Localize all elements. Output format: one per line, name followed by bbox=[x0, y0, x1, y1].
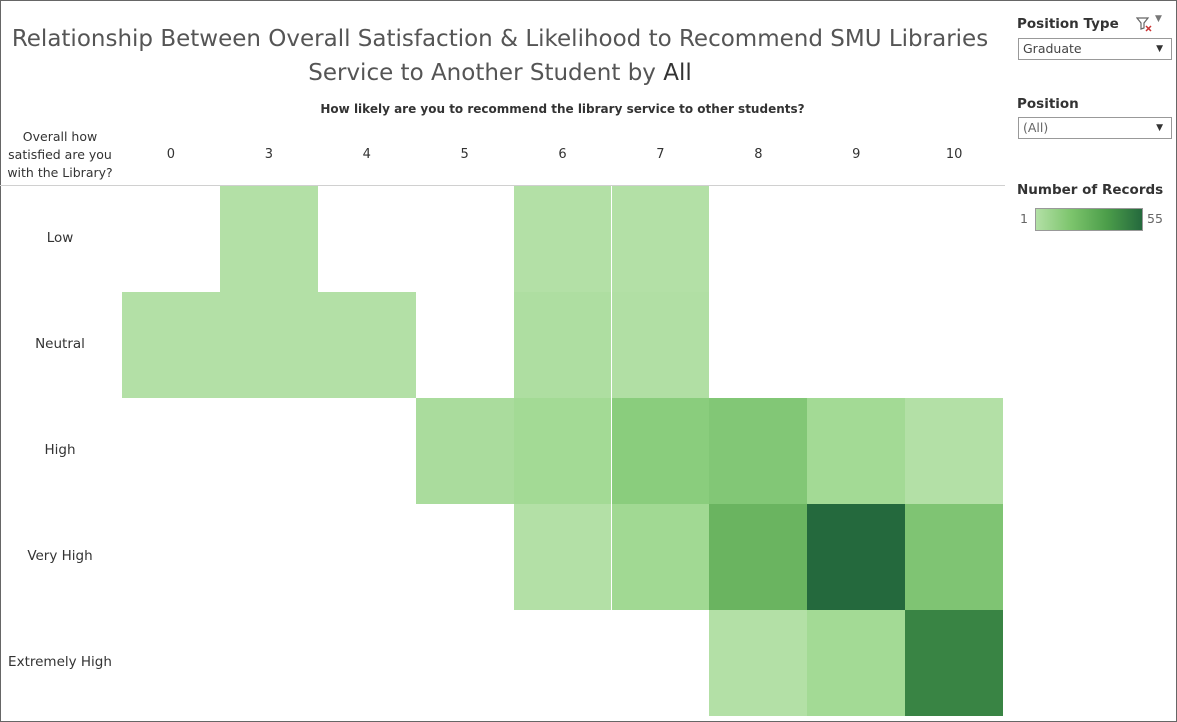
heatmap-cell[interactable] bbox=[611, 504, 710, 610]
column-header: 9 bbox=[852, 147, 861, 162]
chart-title: Relationship Between Overall Satisfactio… bbox=[0, 22, 1000, 90]
chart-title-line2-prefix: Service to Another Student by bbox=[308, 60, 656, 86]
column-header: 10 bbox=[945, 147, 963, 162]
heatmap-chart: Relationship Between Overall Satisfactio… bbox=[0, 22, 1005, 716]
position-type-label: Position Type bbox=[1017, 16, 1119, 32]
column-header: 5 bbox=[460, 147, 469, 162]
x-axis-title: How likely are you to recommend the libr… bbox=[320, 102, 805, 116]
heatmap-cell[interactable] bbox=[905, 504, 1004, 610]
heatmap-cell[interactable] bbox=[709, 610, 808, 716]
position-type-dropdown[interactable]: Graduate ▼ bbox=[1018, 38, 1172, 60]
heatmap-cell[interactable] bbox=[219, 186, 318, 292]
legend-max: 55 bbox=[1147, 211, 1163, 226]
filter-menu-chevron-icon[interactable]: ▼ bbox=[1155, 14, 1162, 24]
heatmap-cell[interactable] bbox=[807, 504, 906, 610]
chart-title-line2: Service to Another Student by All bbox=[0, 56, 1000, 90]
chart-title-line1: Relationship Between Overall Satisfactio… bbox=[11, 26, 989, 52]
heatmap-cell[interactable] bbox=[611, 398, 710, 504]
chart-title-highlight: All bbox=[663, 60, 692, 86]
position-value: (All) bbox=[1023, 120, 1049, 135]
heatmap-cell[interactable] bbox=[611, 186, 710, 292]
column-header: 8 bbox=[754, 147, 763, 162]
heatmap-cell[interactable] bbox=[709, 504, 808, 610]
heatmap-cell[interactable] bbox=[415, 398, 514, 504]
row-header: Extremely High bbox=[8, 654, 112, 670]
heatmap-cell[interactable] bbox=[807, 398, 906, 504]
filter-sidebar: Position Type ▼ Graduate ▼ Position (All… bbox=[1010, 0, 1177, 722]
chevron-down-icon: ▼ bbox=[1156, 123, 1163, 133]
chevron-down-icon: ▼ bbox=[1156, 44, 1163, 54]
heatmap-cell[interactable] bbox=[513, 186, 612, 292]
heatmap-cell[interactable] bbox=[905, 398, 1004, 504]
heatmap-cell[interactable] bbox=[122, 292, 220, 398]
heatmap-cell[interactable] bbox=[513, 398, 612, 504]
heatmap-cell[interactable] bbox=[513, 292, 612, 398]
legend-title: Number of Records bbox=[1017, 182, 1164, 198]
heatmap-cell[interactable] bbox=[317, 292, 416, 398]
heatmap-cell[interactable] bbox=[219, 292, 318, 398]
column-header: 4 bbox=[362, 147, 371, 162]
header-divider bbox=[0, 185, 1005, 186]
legend-min: 1 bbox=[1020, 211, 1028, 226]
heatmap-cell[interactable] bbox=[709, 398, 808, 504]
row-header: High bbox=[44, 442, 76, 458]
column-header: 0 bbox=[166, 147, 176, 162]
heatmap-cell[interactable] bbox=[905, 610, 1004, 716]
clear-filter-icon[interactable] bbox=[1136, 16, 1152, 32]
position-type-value: Graduate bbox=[1023, 41, 1082, 56]
column-header: 6 bbox=[558, 147, 567, 162]
column-header: 3 bbox=[264, 147, 273, 162]
y-axis-title: Overall how satisfied are you with the L… bbox=[7, 129, 113, 180]
heatmap-cell[interactable] bbox=[513, 504, 612, 610]
position-label: Position bbox=[1017, 96, 1079, 112]
heatmap-cell[interactable] bbox=[611, 292, 710, 398]
row-header: Low bbox=[46, 230, 74, 246]
column-header: 7 bbox=[656, 147, 665, 162]
position-dropdown[interactable]: (All) ▼ bbox=[1018, 117, 1172, 139]
row-header: Neutral bbox=[35, 336, 85, 352]
legend-gradient bbox=[1035, 208, 1143, 231]
row-header: Very High bbox=[27, 548, 93, 564]
heatmap-cell[interactable] bbox=[807, 610, 906, 716]
